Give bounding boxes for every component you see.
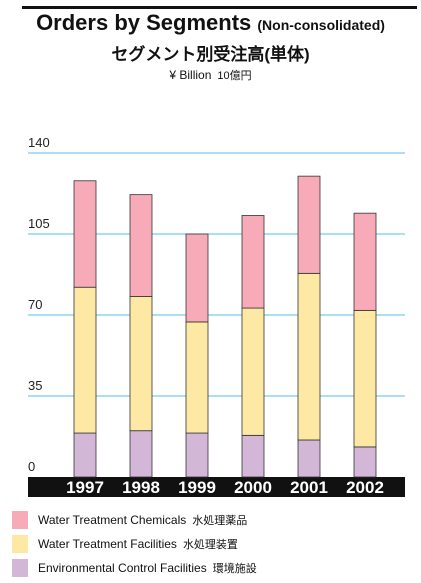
legend-item: Water Treatment Chemicals 水処理薬品 — [12, 510, 247, 530]
chart-title-note: (Non-consolidated) — [257, 17, 385, 33]
bar-segment — [297, 272, 321, 441]
legend-label: Water Treatment Chemicals — [38, 513, 187, 527]
x-tick-label: 2002 — [346, 478, 384, 497]
x-axis-band — [28, 477, 405, 497]
legend-label-jp: 水処理薬品 — [192, 515, 248, 527]
legend-item: Environmental Control Facilities 環境施設 — [12, 558, 257, 578]
chart-title-jp: セグメント別受注高(単体) — [111, 45, 310, 64]
legend-label: Water Treatment Facilities — [38, 537, 177, 551]
unit-label: ¥ Billion 10億円 — [0, 67, 421, 83]
bar-segment — [73, 286, 97, 434]
legend-swatch — [12, 535, 28, 553]
bar-segment — [297, 175, 321, 274]
x-tick-label: 2001 — [290, 478, 328, 497]
bar-segment — [129, 430, 153, 478]
bar-chart: 0 35 70 105 140 1997 1998 1999 2000 2001 2002 — [28, 135, 405, 497]
bar-segment — [241, 307, 265, 436]
bar-segment — [297, 439, 321, 478]
legend-swatch — [12, 559, 28, 577]
bar-segment — [185, 432, 209, 478]
x-tick-label: 1999 — [178, 478, 216, 497]
legend-item: Water Treatment Facilities 水処理装置 — [12, 534, 238, 554]
bar-segment — [185, 233, 209, 323]
legend-swatch — [12, 511, 28, 529]
bar-segment — [241, 434, 265, 478]
y-tick-label: 140 — [28, 135, 50, 150]
x-tick-label: 1998 — [122, 478, 160, 497]
legend-label: Environmental Control Facilities — [38, 561, 207, 575]
bar-segment — [353, 212, 377, 311]
bar-segment — [129, 194, 153, 297]
chart-title-main: Orders by Segments — [36, 10, 252, 35]
x-tick-label: 1997 — [66, 478, 104, 497]
bar-segment — [73, 432, 97, 478]
bar-segment — [185, 321, 209, 434]
x-tick-label: 2000 — [234, 478, 272, 497]
bar-segment — [241, 215, 265, 309]
y-tick-label: 35 — [28, 378, 42, 393]
y-tick-label: 0 — [28, 459, 35, 474]
y-tick-label: 105 — [28, 216, 50, 231]
legend-label-jp: 水処理装置 — [182, 539, 238, 551]
bar-segment — [353, 309, 377, 448]
bar-segment — [129, 296, 153, 432]
chart-title: Orders by Segments (Non-consolidated) — [0, 10, 421, 36]
legend-label-jp: 環境施設 — [212, 563, 257, 575]
bar-segment — [73, 180, 97, 288]
title-rule — [22, 6, 417, 9]
bar-segment — [353, 446, 377, 478]
unit-label-en: ¥ Billion — [169, 68, 212, 82]
y-tick-label: 70 — [28, 297, 42, 312]
unit-label-jp: 10億円 — [217, 70, 252, 82]
